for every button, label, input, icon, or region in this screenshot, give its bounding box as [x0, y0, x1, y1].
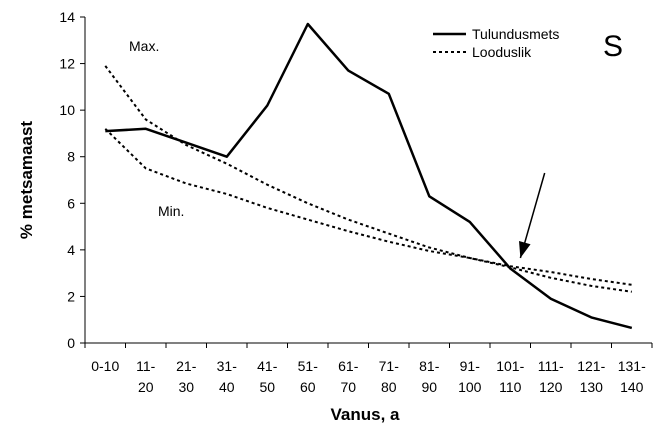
x-tick-label: 71- [379, 358, 400, 374]
panel-label: S [603, 30, 623, 63]
legend-label-tulundusmets: Tulundusmets [472, 26, 559, 42]
x-tick-label: 91- [460, 358, 481, 374]
y-tick-label: 12 [59, 56, 75, 72]
series-line-tulundusmets [105, 22, 633, 330]
axes-layer: 0 2 4 6 8 10 12 14 0-10 11- 20 21- 30 31- 40 41- 50 51- 60… [59, 9, 653, 395]
x-tick-label: 90 [421, 379, 437, 395]
x-tick-label: 70 [340, 379, 356, 395]
x-tick-label: 0-10 [91, 358, 119, 374]
x-tick-label: 40 [219, 379, 235, 395]
x-tick-label: 41- [257, 358, 278, 374]
min-annotation: Min. [158, 203, 184, 219]
y-tick-label: 2 [67, 288, 75, 304]
x-tick-label: 51- [298, 358, 319, 374]
y-tick-label: 14 [59, 9, 75, 25]
x-axis-title: Vanus, a [331, 405, 401, 424]
y-tick-label: 8 [67, 149, 75, 165]
arrow-head [519, 240, 531, 259]
series-line-looduslik-min [104, 128, 632, 293]
x-tick-label: 21- [176, 358, 197, 374]
x-tick-label: 30 [178, 379, 194, 395]
x-tick-label: 111- [538, 358, 564, 374]
x-tick-label: 131- [618, 358, 646, 374]
x-tick-label: 20 [138, 379, 154, 395]
x-tick-label: 31- [217, 358, 238, 374]
series-line-looduslik-max [104, 65, 632, 286]
legend-label-looduslik: Looduslik [472, 44, 532, 60]
legend: Tulundusmets Looduslik [433, 26, 559, 60]
x-tick-label: 61- [338, 358, 359, 374]
max-annotation: Max. [129, 38, 159, 54]
x-tick-label: 110 [499, 379, 522, 395]
x-tick-label: 50 [259, 379, 275, 395]
y-tick-label: 4 [67, 242, 75, 258]
series-layer [104, 22, 633, 330]
y-tick-label: 10 [59, 102, 75, 118]
y-tick-label: 6 [67, 195, 75, 211]
x-tick-label: 60 [300, 379, 316, 395]
x-tick-label: 140 [620, 379, 644, 395]
x-tick-label: 121- [577, 358, 605, 374]
x-tick-label: 130 [580, 379, 604, 395]
x-tick-label: 80 [381, 379, 397, 395]
x-tick-label: 120 [539, 379, 563, 395]
y-axis-title: % metsamaast [17, 121, 36, 239]
x-tick-label: 81- [419, 358, 440, 374]
x-tick-label: 11- [136, 358, 156, 374]
x-tick-label: 100 [458, 379, 482, 395]
y-tick-label: 0 [67, 335, 75, 351]
x-tick-label: 101- [496, 358, 524, 374]
